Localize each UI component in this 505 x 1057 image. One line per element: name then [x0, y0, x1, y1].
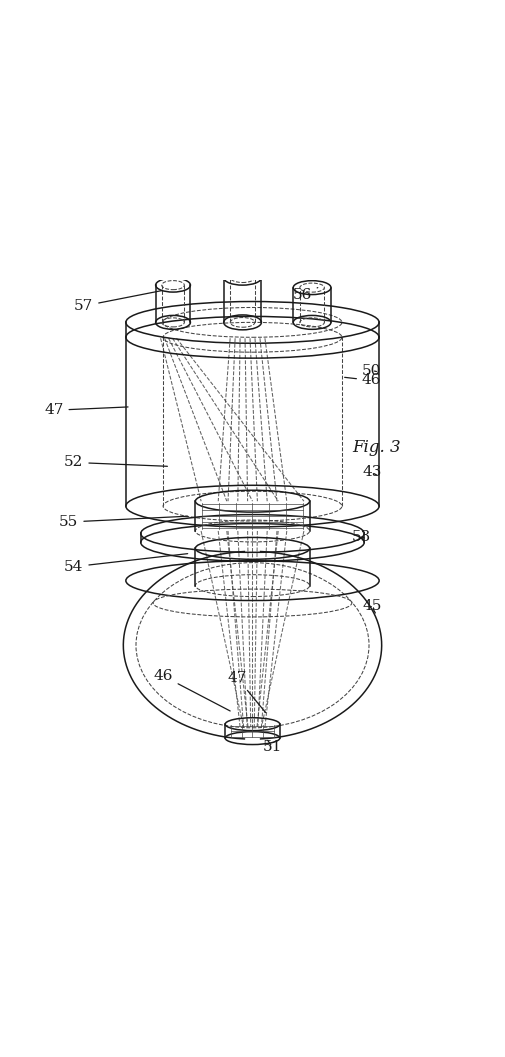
- Text: 57: 57: [74, 291, 162, 313]
- Text: 43: 43: [362, 465, 381, 480]
- Text: 46: 46: [344, 373, 381, 388]
- Text: 46: 46: [154, 669, 230, 711]
- Text: 52: 52: [64, 456, 167, 469]
- Text: 45: 45: [362, 599, 381, 613]
- Text: 55: 55: [59, 515, 188, 528]
- Text: 47: 47: [228, 671, 266, 712]
- Text: 54: 54: [64, 554, 188, 574]
- Text: 51: 51: [263, 740, 282, 754]
- Text: 47: 47: [44, 404, 128, 418]
- Text: 50: 50: [362, 364, 381, 377]
- Text: Fig. 3: Fig. 3: [352, 439, 400, 456]
- Text: 53: 53: [352, 530, 371, 544]
- Text: 56: 56: [292, 288, 318, 301]
